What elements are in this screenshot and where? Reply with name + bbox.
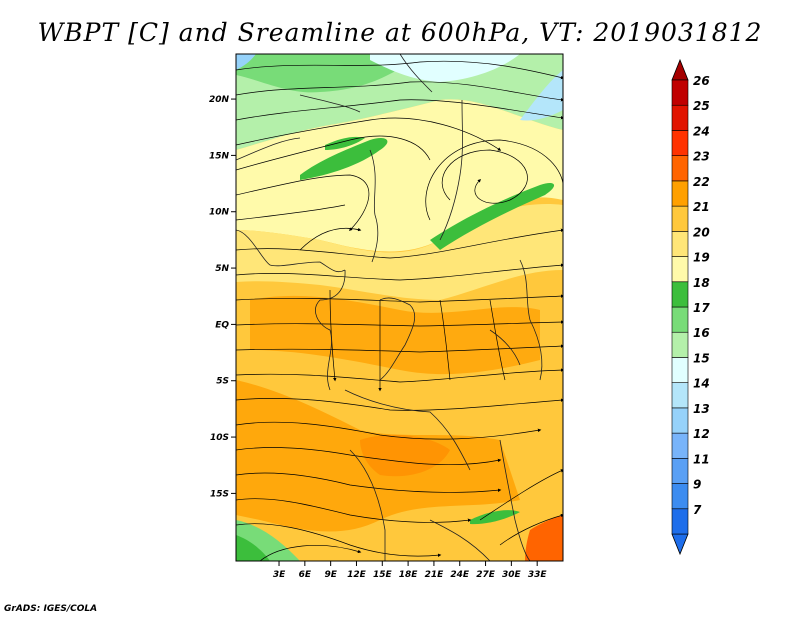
lon-tick-label: 18E <box>399 570 419 580</box>
map-frame <box>235 53 564 562</box>
map-title: WBPT [C] and Sreamline at 600hPa, VT: 20… <box>37 18 763 47</box>
colorbar-segment <box>671 231 689 257</box>
lon-tick-label: 30E <box>502 570 522 580</box>
lat-tick-label: 10N <box>209 208 230 218</box>
colorbar-label: 20 <box>693 225 710 239</box>
colorbar-segment <box>671 407 689 434</box>
lon-tick-label: 24E <box>450 570 470 580</box>
colorbar-segment <box>671 306 689 333</box>
country-borders <box>236 54 543 561</box>
colorbar-segment <box>671 180 689 207</box>
colorbar-segment <box>671 256 689 283</box>
lon-tick-label: 3E <box>273 570 286 580</box>
colorbar-segment <box>671 508 689 535</box>
colorbar-segment <box>671 155 689 182</box>
colorbar-label: 24 <box>693 124 710 138</box>
colorbar-segment <box>671 79 689 106</box>
colorbar-segment <box>671 130 689 156</box>
lon-tick-label: 27E <box>476 570 496 580</box>
colorbar-label: 12 <box>693 427 710 441</box>
colorbar-segment <box>671 281 689 308</box>
lat-tick-label: 15S <box>210 489 229 499</box>
colorbar-top-arrow <box>671 58 689 81</box>
colorbar-label: 9 <box>693 478 701 492</box>
lat-tick-label: 15N <box>209 151 230 161</box>
lat-tick-label: 5N <box>215 264 229 274</box>
colorbar-segment <box>671 357 689 383</box>
colorbar-label: 23 <box>693 150 710 164</box>
colorbar-label: 22 <box>693 175 710 189</box>
colorbar-label: 26 <box>693 74 710 88</box>
colorbar-segment <box>671 104 689 131</box>
colorbar: 7 9 11 12 13 14 15 16 17 18 19 20 21 22 23 24 25 26 <box>671 58 710 556</box>
latitude-axis: 20N 15N 10N 5N EQ 5S 10S 15S <box>209 95 236 499</box>
grads-credit: GrADS: IGES/COLA <box>4 604 98 614</box>
longitude-axis: 3E 6E 9E 12E 15E 18E 21E 24E 27E 30E 33E <box>273 561 548 580</box>
colorbar-label: 16 <box>693 326 710 340</box>
colorbar-label: 14 <box>693 377 710 391</box>
lat-tick-label: EQ <box>215 320 229 330</box>
lon-tick-label: 12E <box>347 570 367 580</box>
colorbar-label: 17 <box>693 301 710 315</box>
colorbar-segment <box>671 382 689 409</box>
colorbar-label: 11 <box>693 452 710 466</box>
lon-tick-label: 15E <box>373 570 393 580</box>
colorbar-label: 19 <box>693 251 710 265</box>
colorbar-label: 7 <box>693 503 702 517</box>
lon-tick-label: 33E <box>528 570 548 580</box>
lon-tick-label: 21E <box>425 570 445 580</box>
colorbar-label: 13 <box>693 402 710 416</box>
wbpt-shaded-field <box>236 54 563 561</box>
colorbar-label: 21 <box>693 200 710 214</box>
colorbar-label: 18 <box>693 276 710 290</box>
streamlines <box>236 60 563 561</box>
colorbar-segment <box>671 483 689 510</box>
colorbar-segment <box>671 432 689 459</box>
lon-tick-label: 9E <box>324 570 337 580</box>
colorbar-segment <box>671 205 689 232</box>
lat-tick-label: 10S <box>210 433 229 443</box>
colorbar-label: 15 <box>693 351 710 365</box>
lat-tick-label: 20N <box>209 95 230 105</box>
colorbar-label: 25 <box>693 99 710 113</box>
colorbar-segment <box>671 331 689 358</box>
colorbar-segment <box>671 458 689 484</box>
lat-tick-label: 5S <box>216 377 229 387</box>
colorbar-bottom-arrow <box>671 533 689 556</box>
lon-tick-label: 6E <box>299 570 312 580</box>
